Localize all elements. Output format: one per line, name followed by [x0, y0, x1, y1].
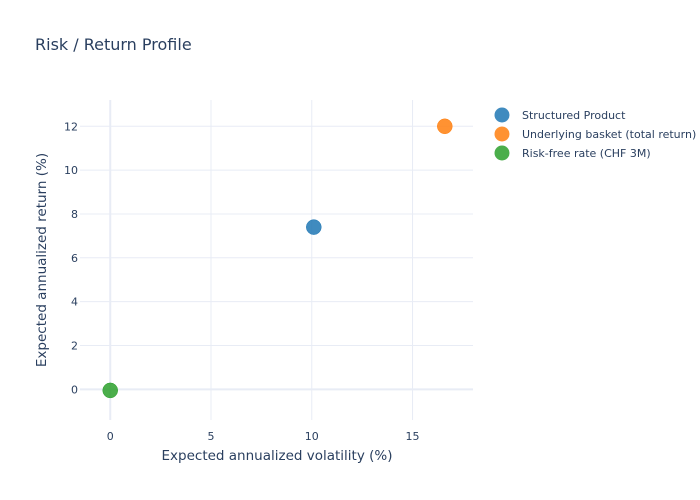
x-tick-label: 0 — [107, 430, 114, 443]
y-tick-label: 8 — [71, 208, 78, 221]
y-axis-title: Expected annualized return (%) — [34, 153, 50, 367]
legend-label[interactable]: Risk-free rate (CHF 3M) — [522, 147, 651, 160]
data-point-series-2[interactable] — [102, 382, 118, 399]
legend-marker[interactable] — [494, 145, 510, 161]
legend-label[interactable]: Structured Product — [522, 109, 626, 122]
x-axis-title: Expected annualized volatility (%) — [162, 448, 393, 464]
grid-layer — [80, 100, 473, 420]
y-tick-label: 0 — [71, 383, 78, 396]
y-tick-label: 2 — [71, 339, 78, 352]
chart-title: Risk / Return Profile — [35, 35, 192, 54]
y-tick-label: 10 — [64, 164, 78, 177]
x-tick-label: 5 — [208, 430, 215, 443]
point-layer — [102, 118, 453, 399]
x-tick-label: 10 — [305, 430, 319, 443]
legend-label[interactable]: Underlying basket (total return) — [522, 128, 696, 141]
data-point-series-1[interactable] — [437, 118, 453, 135]
y-tick-label: 4 — [71, 296, 78, 309]
y-tick-label: 12 — [64, 120, 78, 133]
legend: Structured Product Underlying basket (tot… — [494, 107, 696, 161]
data-point-series-0[interactable] — [306, 219, 322, 235]
legend-marker[interactable] — [494, 126, 510, 142]
x-tick-label: 15 — [406, 430, 420, 443]
y-tick-label: 6 — [71, 252, 78, 265]
legend-marker[interactable] — [494, 107, 510, 123]
tick-layer: 0 5 10 15 0 2 4 6 8 10 12 — [64, 120, 420, 443]
